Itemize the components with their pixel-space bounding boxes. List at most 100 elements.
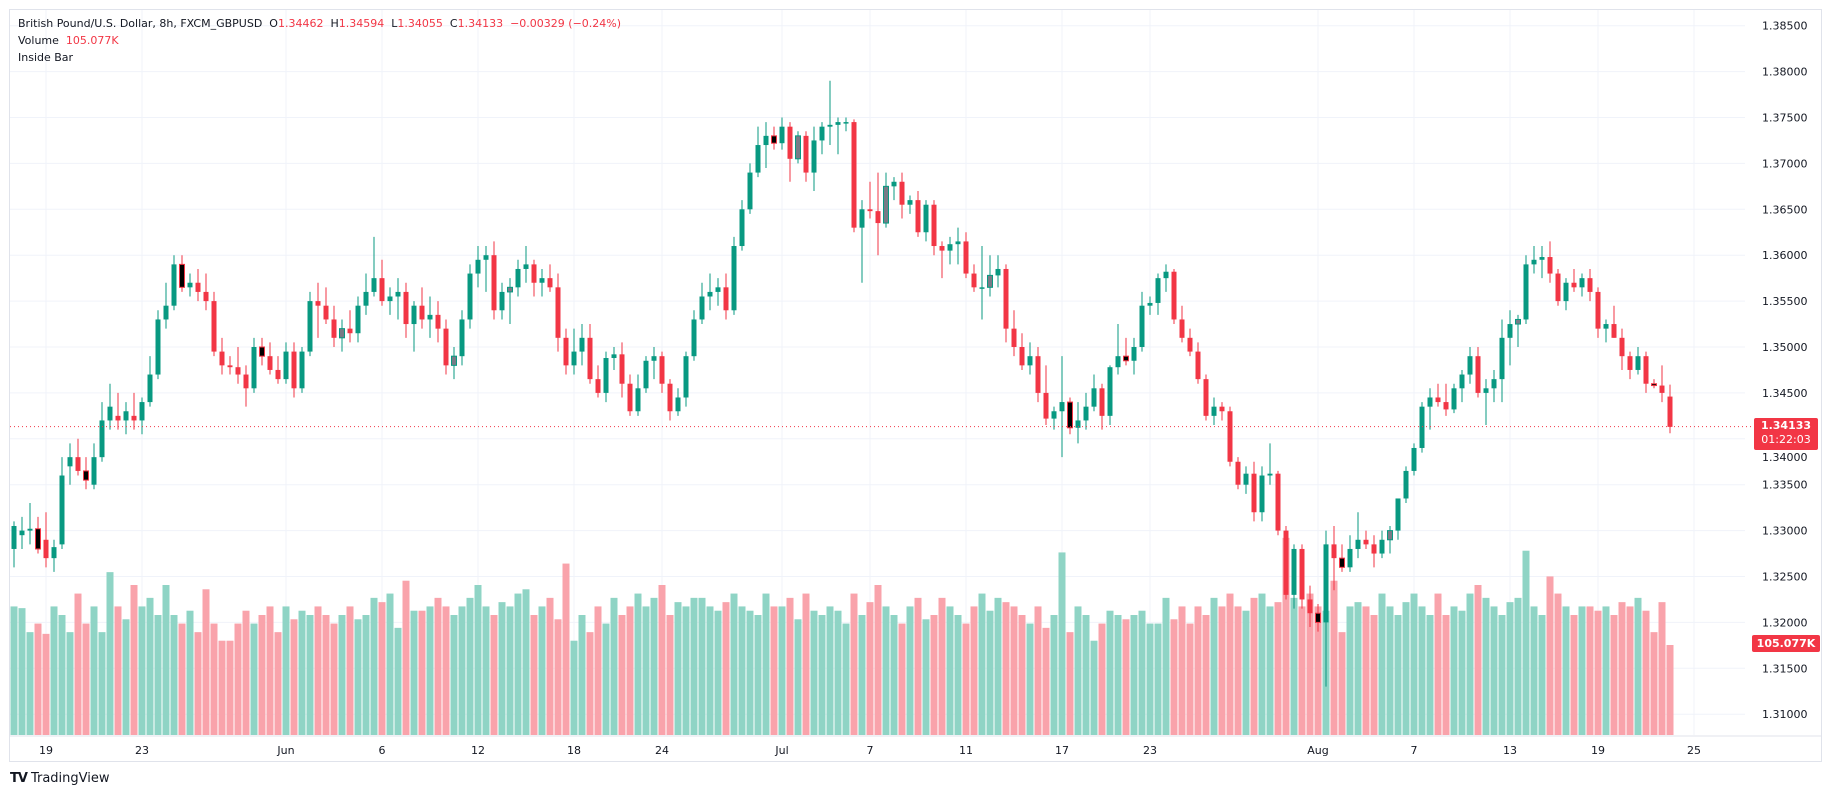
volume-bar bbox=[330, 623, 338, 735]
volume-label[interactable]: Volume bbox=[18, 34, 59, 47]
candle-body bbox=[1603, 324, 1609, 329]
volume-bar bbox=[442, 606, 450, 735]
volume-bar bbox=[202, 589, 210, 735]
price-axis[interactable]: 1.38500 1.38000 1.37500 1.37000 1.36500 1.360… bbox=[1762, 20, 1808, 722]
candle bbox=[675, 388, 681, 416]
volume-bar bbox=[1338, 632, 1346, 735]
candle bbox=[747, 163, 753, 214]
candle bbox=[1331, 526, 1337, 591]
open-label: O bbox=[269, 17, 278, 30]
candle bbox=[859, 200, 865, 283]
inside-bar-candle-body bbox=[339, 328, 345, 339]
candle-body bbox=[1579, 278, 1585, 288]
volume-bar bbox=[1506, 602, 1514, 735]
candle-body bbox=[691, 319, 697, 357]
candle-body bbox=[763, 135, 769, 146]
candle bbox=[139, 397, 145, 435]
candle-body bbox=[1355, 539, 1361, 549]
candle-body bbox=[811, 140, 817, 173]
candle-body bbox=[627, 383, 633, 412]
candle bbox=[387, 287, 393, 315]
candle bbox=[1283, 526, 1289, 600]
candle-body bbox=[899, 181, 905, 205]
volume-bar bbox=[250, 623, 258, 735]
volume-bar bbox=[410, 610, 418, 735]
time-axis[interactable]: 19 23 Jun 6 12 18 24 Jul 7 11 17 23 Aug 7 13 19 25 bbox=[39, 744, 1701, 757]
volume-bar bbox=[18, 608, 26, 735]
candle bbox=[1611, 305, 1617, 338]
candle bbox=[1291, 544, 1297, 609]
price-tick-label: 1.33000 bbox=[1762, 525, 1808, 538]
candle-body bbox=[1435, 397, 1441, 403]
volume-bar bbox=[1162, 597, 1170, 735]
time-tick-label: Jun bbox=[276, 744, 294, 757]
volume-bar bbox=[1210, 597, 1218, 735]
candle bbox=[843, 117, 849, 132]
tradingview-logo[interactable]: TV TradingView bbox=[10, 771, 109, 786]
candle-body bbox=[475, 259, 481, 274]
time-tick-label: 6 bbox=[379, 744, 386, 757]
candle-body bbox=[1243, 473, 1249, 485]
candle-body bbox=[67, 457, 73, 467]
candle bbox=[363, 273, 369, 315]
candle-body bbox=[875, 211, 881, 224]
volume-bar bbox=[146, 597, 154, 735]
candle-body bbox=[251, 347, 257, 389]
candle bbox=[443, 319, 449, 375]
volume-bar bbox=[850, 593, 858, 735]
symbol-title[interactable]: British Pound/U.S. Dollar, 8h, FXCM_GBPU… bbox=[18, 17, 263, 30]
candle bbox=[611, 347, 617, 370]
volume-bar bbox=[1458, 610, 1466, 735]
candle bbox=[331, 305, 337, 347]
candle bbox=[59, 457, 65, 549]
candle bbox=[411, 301, 417, 352]
candle bbox=[451, 347, 457, 380]
volume-bar bbox=[1562, 606, 1570, 735]
volume-bar bbox=[1074, 606, 1082, 735]
indicator-label[interactable]: Inside Bar bbox=[18, 51, 74, 64]
volume-bar bbox=[714, 610, 722, 735]
time-tick-label: Jul bbox=[774, 744, 788, 757]
open-value: 1.34462 bbox=[277, 17, 324, 30]
candle-body bbox=[379, 278, 385, 302]
volume-bar bbox=[1650, 632, 1658, 735]
volume-bar bbox=[1234, 606, 1242, 735]
candle-body bbox=[803, 135, 809, 173]
candle bbox=[107, 383, 113, 430]
volume-bar bbox=[1546, 576, 1554, 735]
volume-bar bbox=[450, 615, 458, 735]
candle bbox=[259, 337, 265, 366]
candle-body bbox=[1347, 548, 1353, 568]
volume-bar bbox=[594, 606, 602, 735]
candle bbox=[1035, 347, 1041, 403]
candle bbox=[1475, 347, 1481, 398]
candle-body bbox=[371, 278, 377, 292]
inside-bar-candle-body bbox=[1651, 383, 1657, 387]
last-price-value: 1.34133 bbox=[1760, 419, 1812, 432]
inside-bar-candle-body bbox=[1339, 557, 1345, 568]
volume-bar bbox=[810, 610, 818, 735]
volume-bar bbox=[738, 606, 746, 735]
candle bbox=[587, 324, 593, 384]
candle bbox=[91, 443, 97, 490]
candle bbox=[1051, 406, 1057, 430]
candle bbox=[811, 126, 817, 191]
candle bbox=[1003, 264, 1009, 343]
candle bbox=[171, 255, 177, 311]
volume-bar bbox=[938, 597, 946, 735]
candle-body bbox=[131, 415, 137, 421]
candle-body bbox=[43, 539, 49, 559]
volume-bar bbox=[58, 615, 66, 735]
volume-bar bbox=[1114, 615, 1122, 735]
candle bbox=[995, 255, 1001, 288]
time-tick-label: 18 bbox=[567, 744, 581, 757]
candle bbox=[1107, 365, 1113, 426]
candle bbox=[1595, 287, 1601, 338]
candle bbox=[283, 342, 289, 384]
volume-bar bbox=[1258, 593, 1266, 735]
candle bbox=[307, 291, 313, 357]
volume-bar bbox=[1426, 615, 1434, 735]
candle bbox=[1363, 530, 1369, 549]
candle-body bbox=[675, 397, 681, 412]
